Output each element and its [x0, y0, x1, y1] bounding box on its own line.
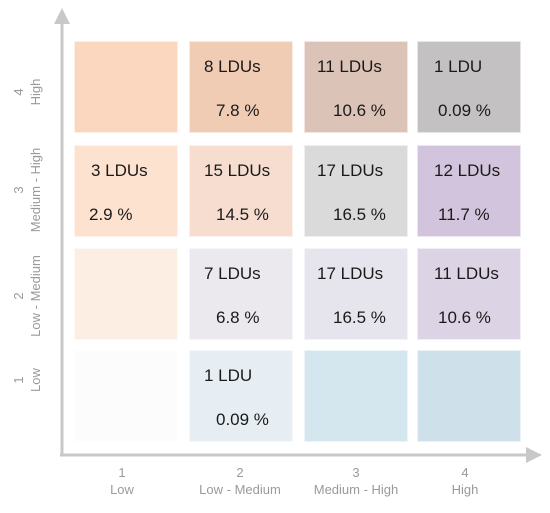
cell-count-label: 1 LDU: [434, 57, 483, 76]
cell-percent-label: 16.5 %: [333, 205, 386, 224]
cell-count-label: 11 LDUs: [434, 264, 499, 283]
cell-count-label: 7 LDUs: [204, 264, 261, 283]
cell-count-label: 1 LDU: [204, 366, 253, 385]
matrix-cell-3-3: 17 LDUs 16.5 %: [304, 145, 408, 237]
cell-count-label: 17 LDUs: [317, 161, 384, 180]
cell-percent-label: 0.09 %: [216, 410, 269, 429]
cell-count-label: 3 LDUs: [91, 161, 148, 180]
matrix-cell-4-4: 1 LDU 0.09 %: [417, 41, 521, 133]
x-axis-tick-2: 2 Low - Medium: [175, 464, 305, 498]
cell-percent-label: 10.6 %: [333, 101, 386, 120]
x-axis-tick-3: 3 Medium - High: [291, 464, 421, 498]
matrix-cell-1-3: [304, 350, 408, 442]
matrix-cell-1-2: 1 LDU 0.09 %: [189, 350, 293, 442]
x-tick-number: 2: [236, 465, 244, 480]
cell-count-label: 8 LDUs: [204, 57, 261, 76]
matrix-cell-2-1: [74, 248, 178, 340]
matrix-cell-2-2: 7 LDUs 6.8 %: [189, 248, 293, 340]
x-tick-label: Medium - High: [313, 482, 399, 497]
cell-percent-label: 10.6 %: [438, 308, 491, 327]
matrix-cell-4-1: [74, 41, 178, 133]
matrix-cell-4-2: 8 LDUs 7.8 %: [189, 41, 293, 133]
cell-percent-label: 14.5 %: [216, 205, 269, 224]
y-tick-number: 4: [11, 88, 26, 96]
matrix-cell-1-1: [74, 350, 178, 442]
cell-percent-label: 0.09 %: [438, 101, 491, 120]
matrix-cell-2-3: 17 LDUs 16.5 %: [304, 248, 408, 340]
x-tick-number: 1: [118, 465, 126, 480]
matrix-cell-3-4: 12 LDUs 11.7 %: [417, 145, 521, 237]
x-tick-label: Low: [110, 482, 134, 497]
matrix-cell-1-4: [417, 350, 521, 442]
y-axis-tick-4: 4 High: [10, 0, 46, 192]
x-tick-label: High: [451, 482, 479, 497]
y-tick-label: High: [28, 78, 43, 106]
cell-percent-label: 16.5 %: [333, 308, 386, 327]
cell-count-label: 12 LDUs: [434, 161, 501, 180]
y-axis-arrow-icon: [54, 8, 70, 24]
x-tick-label: Low - Medium: [199, 482, 281, 497]
cell-percent-label: 6.8 %: [216, 308, 260, 327]
x-tick-number: 4: [461, 465, 469, 480]
cell-percent-label: 7.8 %: [216, 101, 260, 120]
x-axis-tick-1: 1 Low: [57, 464, 187, 498]
cell-percent-label: 11.7 %: [438, 205, 490, 224]
matrix-cell-2-4: 11 LDUs 10.6 %: [417, 248, 521, 340]
matrix-cell-3-1: 3 LDUs 2.9 %: [74, 145, 178, 237]
x-axis-tick-4: 4 High: [400, 464, 530, 498]
x-axis-arrow-icon: [526, 447, 542, 463]
matrix-cell-3-2: 15 LDUs 14.5 %: [189, 145, 293, 237]
cell-count-label: 15 LDUs: [204, 161, 271, 180]
matrix-cell-4-3: 11 LDUs 10.6 %: [304, 41, 408, 133]
x-tick-number: 3: [352, 465, 360, 480]
cell-percent-label: 2.9 %: [89, 205, 133, 224]
cell-count-label: 11 LDUs: [317, 57, 382, 76]
cell-count-label: 17 LDUs: [317, 264, 384, 283]
